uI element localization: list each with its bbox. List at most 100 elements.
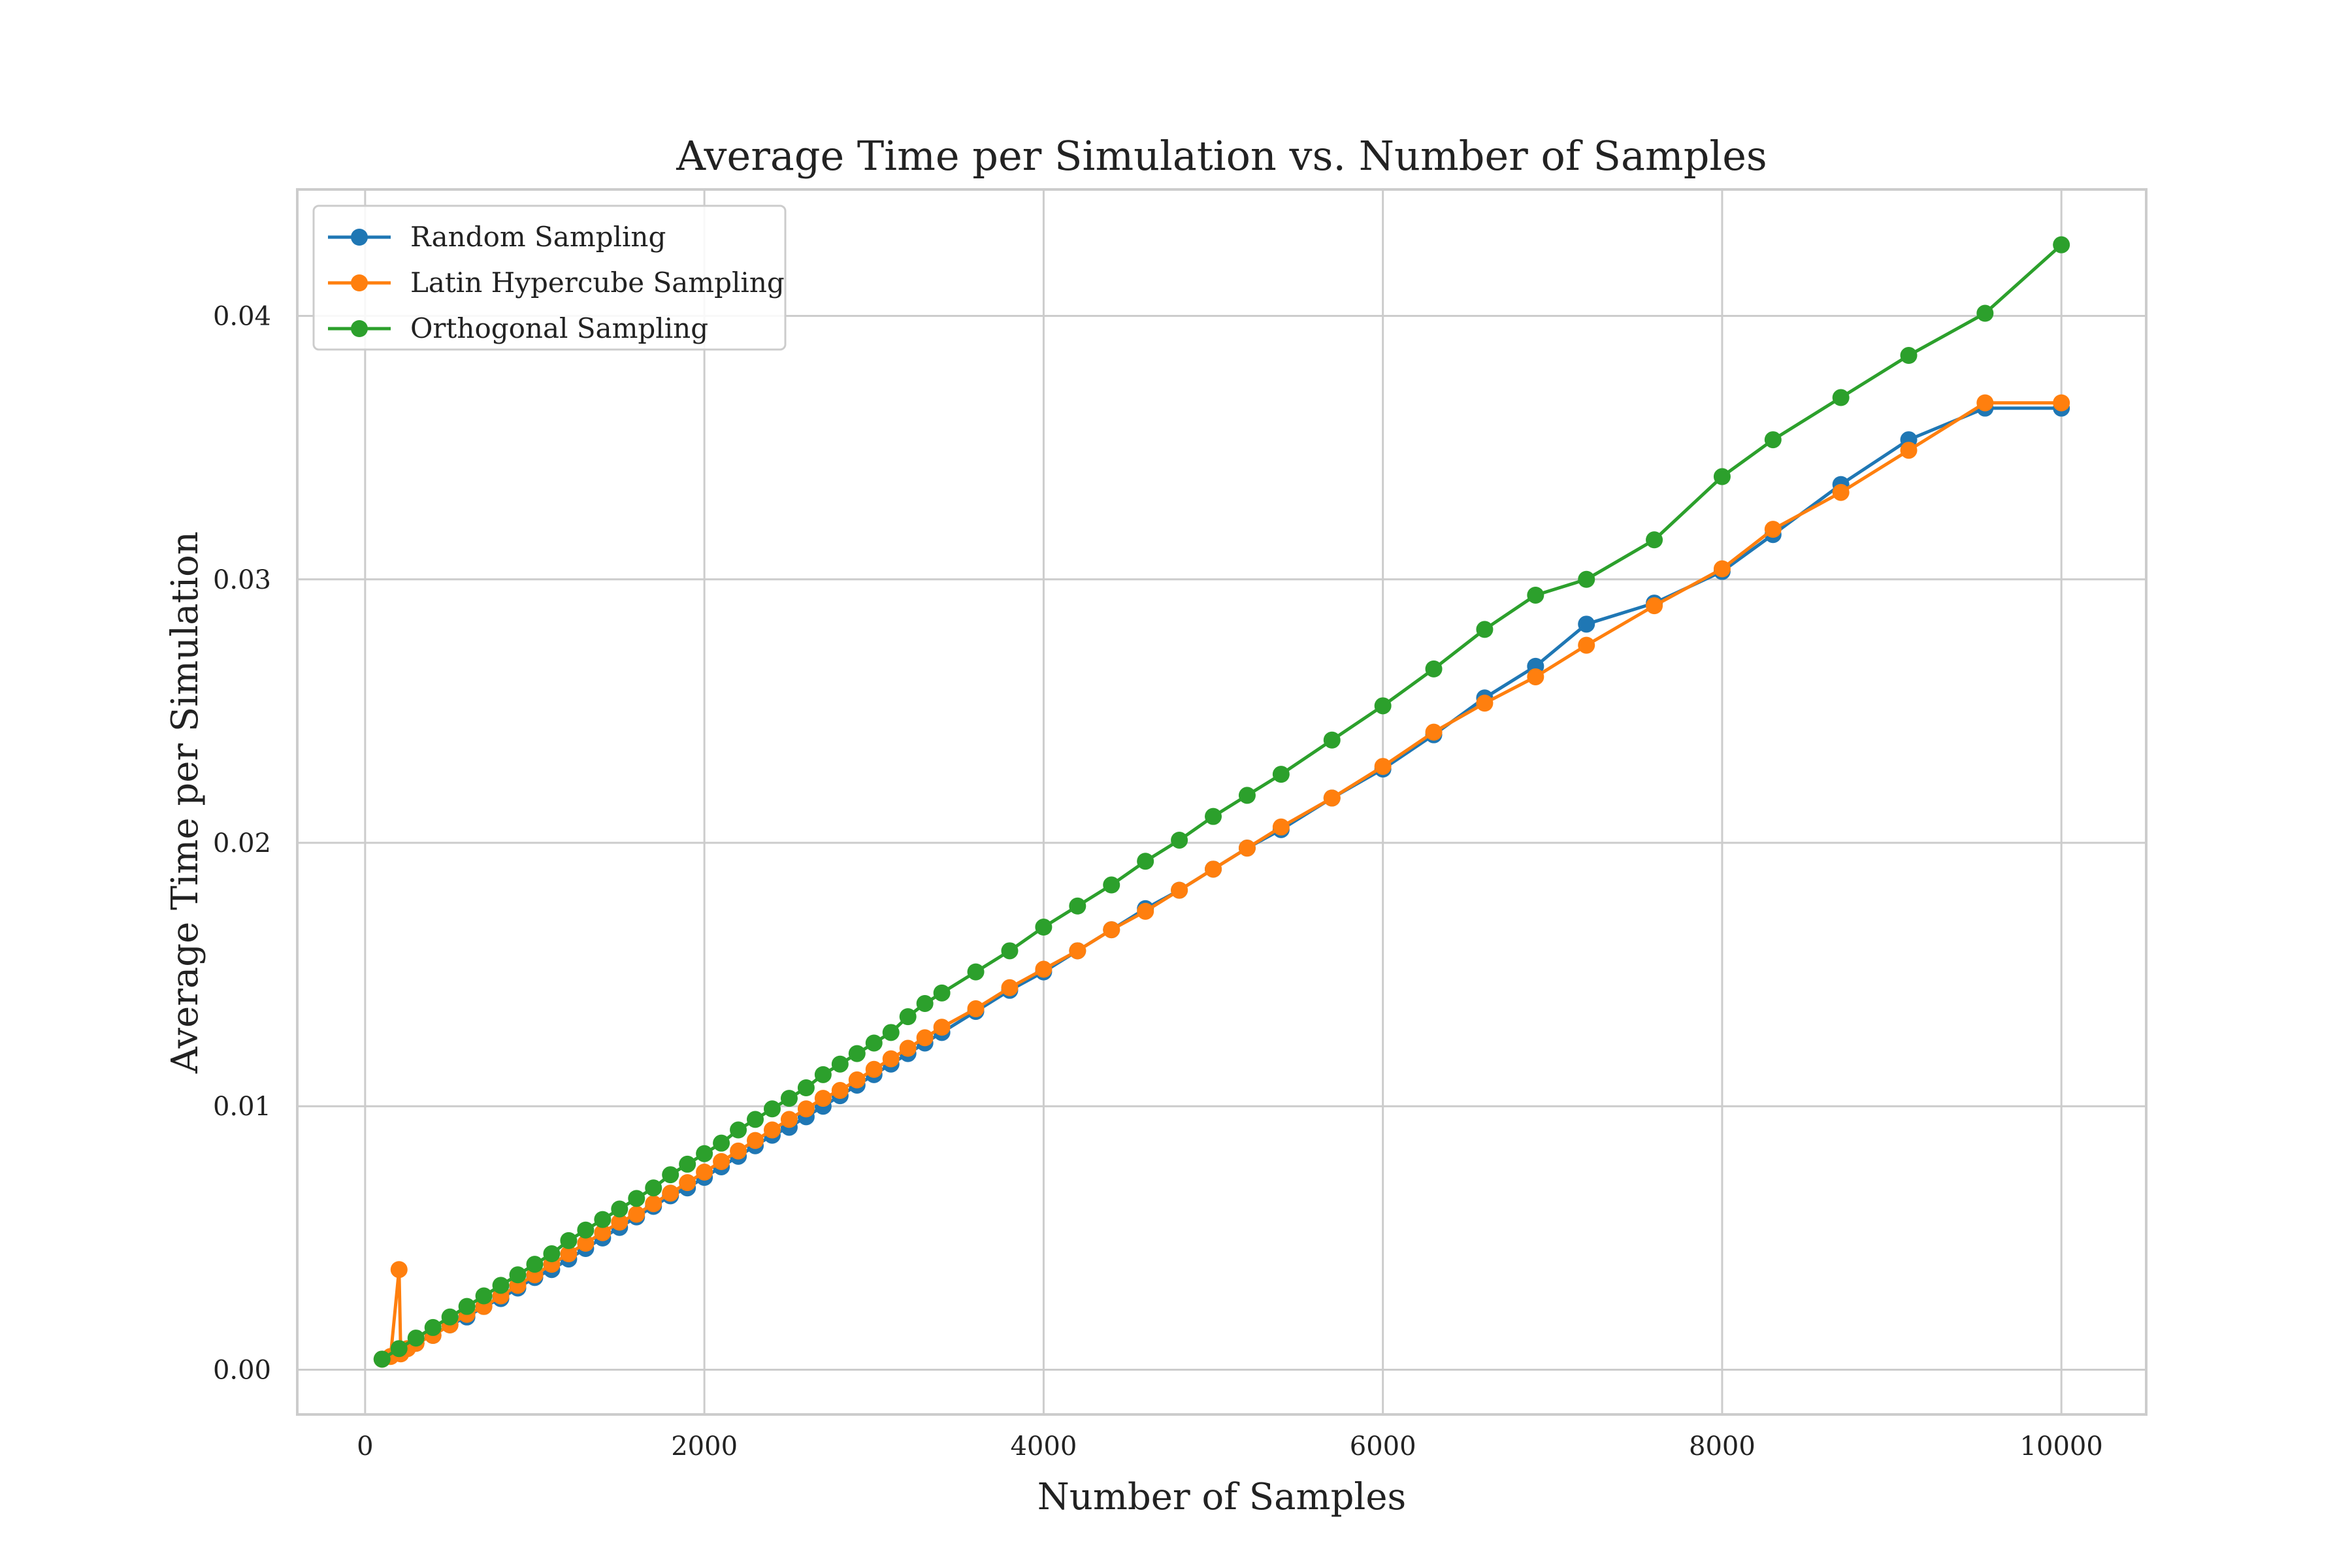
data-point	[1137, 902, 1154, 920]
x-tick-label: 6000	[1350, 1431, 1416, 1462]
legend-swatch-marker	[351, 320, 368, 337]
data-point	[882, 1050, 900, 1068]
data-point	[1900, 442, 1918, 459]
data-point	[628, 1205, 645, 1223]
data-point	[526, 1256, 544, 1273]
data-point	[916, 1029, 934, 1047]
x-tick-label: 0	[357, 1431, 373, 1462]
data-point	[713, 1152, 730, 1170]
data-point	[373, 1350, 391, 1368]
data-point	[916, 994, 934, 1012]
chart-title: Average Time per Simulation vs. Number o…	[676, 132, 1767, 180]
data-point	[509, 1266, 527, 1284]
data-point	[1764, 521, 1782, 538]
data-point	[1069, 942, 1086, 960]
data-point	[848, 1071, 866, 1088]
data-point	[1035, 960, 1053, 978]
data-point	[390, 1261, 408, 1279]
data-point	[797, 1079, 815, 1096]
data-point	[730, 1121, 747, 1139]
data-point	[967, 963, 985, 981]
y-axis-label: Average Time per Simulation	[164, 531, 206, 1074]
data-point	[1001, 942, 1019, 960]
data-point	[1205, 860, 1222, 878]
data-point	[848, 1045, 866, 1062]
data-point	[2053, 394, 2070, 412]
data-point	[1764, 431, 1782, 449]
data-point	[1976, 394, 1994, 412]
legend-swatch-marker	[351, 229, 368, 246]
legend-item: Orthogonal Sampling	[328, 312, 708, 344]
data-point	[390, 1340, 408, 1358]
data-point	[492, 1277, 510, 1294]
legend-label: Random Sampling	[410, 221, 666, 253]
data-point	[1171, 881, 1188, 899]
tick-labels: 0 2000 4000 6000 8000 10000 0.00 0.01 0.02 0.03 0.…	[213, 302, 2103, 1462]
data-point	[1578, 615, 1595, 633]
data-point	[1476, 621, 1494, 638]
legend-swatch-marker	[351, 274, 368, 291]
data-point	[407, 1330, 425, 1347]
y-tick-label: 0.03	[213, 565, 271, 595]
data-point	[611, 1213, 629, 1231]
data-point	[865, 1034, 883, 1052]
x-tick-label: 4000	[1010, 1431, 1077, 1462]
legend-label: Latin Hypercube Sampling	[410, 267, 785, 299]
legend-item: Random Sampling	[328, 221, 666, 253]
data-point	[933, 984, 951, 1002]
data-point	[1137, 853, 1154, 870]
data-point	[713, 1134, 730, 1152]
data-point	[730, 1142, 747, 1160]
data-point	[1205, 808, 1222, 825]
data-point	[560, 1245, 578, 1263]
data-point	[611, 1200, 629, 1218]
y-tick-label: 0.00	[213, 1355, 271, 1385]
data-point	[1069, 897, 1086, 915]
data-point	[1103, 876, 1120, 894]
data-point	[1976, 304, 1994, 322]
data-point	[814, 1066, 832, 1083]
data-point	[1578, 636, 1595, 654]
data-point	[1238, 787, 1256, 804]
data-point	[1374, 697, 1392, 715]
data-point	[645, 1195, 662, 1213]
data-point	[814, 1090, 832, 1107]
data-point	[1832, 389, 1850, 406]
legend: Random Sampling Latin Hypercube Sampling O…	[312, 204, 787, 351]
data-point	[1272, 818, 1290, 836]
data-point	[1832, 483, 1850, 501]
data-point	[865, 1060, 883, 1078]
data-point	[1374, 758, 1392, 776]
data-point	[628, 1190, 645, 1207]
data-point	[645, 1179, 662, 1197]
x-tick-label: 8000	[1689, 1431, 1756, 1462]
y-tick-label: 0.02	[213, 828, 271, 858]
data-point	[696, 1145, 713, 1162]
data-point	[1001, 979, 1019, 996]
data-point	[662, 1166, 679, 1184]
legend-item: Latin Hypercube Sampling	[328, 267, 785, 299]
data-point	[1035, 919, 1053, 936]
data-point	[424, 1318, 442, 1336]
plot-area	[296, 188, 2148, 1416]
data-point	[899, 1039, 917, 1057]
data-point	[679, 1174, 696, 1192]
data-point	[831, 1082, 849, 1100]
data-point	[1103, 921, 1120, 939]
data-point	[747, 1132, 764, 1149]
data-point	[1578, 570, 1595, 588]
data-point	[594, 1211, 612, 1228]
data-point	[543, 1245, 561, 1263]
data-point	[763, 1121, 781, 1139]
data-point	[1713, 468, 1731, 485]
data-point	[560, 1232, 578, 1249]
data-point	[577, 1234, 595, 1252]
data-point	[1238, 840, 1256, 857]
data-point	[763, 1100, 781, 1118]
legend-box	[312, 204, 787, 351]
data-point	[967, 1000, 985, 1018]
data-point	[458, 1298, 476, 1315]
data-point	[1900, 347, 1918, 365]
